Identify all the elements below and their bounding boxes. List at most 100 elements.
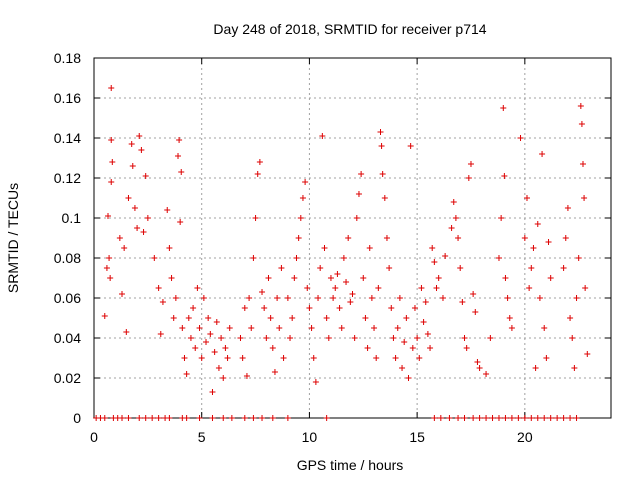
- data-point: [220, 415, 227, 421]
- data-point: [254, 171, 261, 177]
- data-point: [343, 279, 350, 285]
- data-point: [427, 345, 434, 351]
- y-tick-label: 0.06: [54, 290, 81, 306]
- data-point: [422, 299, 429, 305]
- data-point: [508, 325, 515, 331]
- data-point: [265, 275, 272, 281]
- data-point: [476, 415, 483, 421]
- data-point: [215, 365, 222, 371]
- data-point: [159, 299, 166, 305]
- data-point: [452, 215, 459, 221]
- data-point: [517, 135, 524, 141]
- data-point: [103, 265, 110, 271]
- data-point: [523, 195, 530, 201]
- data-point: [539, 151, 546, 157]
- data-point: [355, 191, 362, 197]
- data-point: [536, 295, 543, 301]
- y-axis-label: SRMTID / TECUs: [5, 183, 21, 293]
- chart-title: Day 248 of 2018, SRMTID for receiver p71…: [213, 21, 486, 37]
- data-point: [325, 335, 332, 341]
- data-point: [349, 291, 356, 297]
- data-point: [465, 175, 472, 181]
- data-point: [455, 415, 462, 421]
- data-point: [243, 373, 250, 379]
- data-point: [196, 415, 203, 421]
- data-point: [448, 225, 455, 231]
- data-point: [297, 215, 304, 221]
- data-point: [101, 415, 108, 421]
- y-axis-ticks: 0 0.02 0.04 0.06 0.08 0.1 0.12 0.14 0.16 0.18: [54, 50, 611, 426]
- data-point: [461, 335, 468, 341]
- data-point: [177, 219, 184, 225]
- data-point: [269, 415, 276, 421]
- data-point: [116, 235, 123, 241]
- data-point: [467, 161, 474, 167]
- data-point: [250, 415, 257, 421]
- data-point: [396, 295, 403, 301]
- data-point: [508, 415, 515, 421]
- data-point: [528, 265, 535, 271]
- data-point: [569, 335, 576, 341]
- data-point: [209, 415, 216, 421]
- data-point: [101, 313, 108, 319]
- data-point: [362, 315, 369, 321]
- data-point: [125, 415, 132, 421]
- data-point: [403, 315, 410, 321]
- data-point: [136, 133, 143, 139]
- data-point: [176, 137, 183, 143]
- data-point: [172, 295, 179, 301]
- y-tick-label: 0.16: [54, 90, 81, 106]
- data-point: [358, 171, 365, 177]
- data-point: [119, 291, 126, 297]
- data-point: [371, 325, 378, 331]
- data-point: [291, 275, 298, 281]
- data-point: [125, 195, 132, 201]
- data-point: [500, 105, 507, 111]
- data-point: [155, 285, 162, 291]
- data-point: [250, 255, 257, 261]
- data-point: [541, 325, 548, 331]
- data-point: [323, 315, 330, 321]
- data-point: [155, 415, 162, 421]
- data-point: [226, 325, 233, 331]
- data-point: [483, 371, 490, 377]
- data-point: [545, 239, 552, 245]
- data-point: [495, 255, 502, 261]
- data-point: [351, 335, 358, 341]
- data-point: [252, 215, 259, 221]
- data-point: [463, 345, 470, 351]
- data-point: [366, 245, 373, 251]
- data-point: [407, 143, 414, 149]
- data-point: [106, 255, 113, 261]
- data-point: [187, 335, 194, 341]
- data-point: [560, 415, 567, 421]
- data-point: [203, 339, 210, 345]
- data-point: [442, 253, 449, 259]
- data-point: [241, 305, 248, 311]
- data-point: [166, 245, 173, 251]
- data-point: [179, 325, 186, 331]
- data-point: [149, 415, 156, 421]
- data-point: [334, 271, 341, 277]
- data-point: [198, 355, 205, 361]
- data-point: [476, 365, 483, 371]
- data-point: [317, 265, 324, 271]
- data-point: [573, 415, 580, 421]
- data-point: [310, 355, 317, 361]
- data-point: [178, 169, 185, 175]
- data-point: [107, 275, 114, 281]
- data-point: [532, 365, 539, 371]
- data-point: [190, 305, 197, 311]
- data-point: [289, 315, 296, 321]
- data-point: [280, 355, 287, 361]
- data-point: [129, 163, 136, 169]
- data-point: [340, 255, 347, 261]
- y-tick-label: 0.18: [54, 50, 81, 66]
- y-tick-label: 0: [73, 410, 81, 426]
- data-point: [192, 345, 199, 351]
- data-point: [437, 415, 444, 421]
- data-point: [581, 195, 588, 201]
- data-point: [261, 305, 268, 311]
- data-point: [501, 173, 508, 179]
- data-point: [256, 159, 263, 165]
